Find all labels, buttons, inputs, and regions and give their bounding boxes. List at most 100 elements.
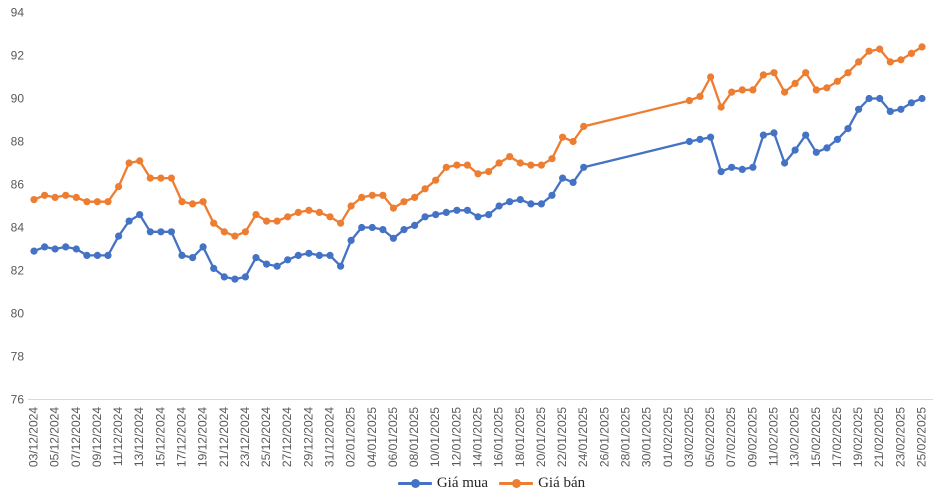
data-point-marker <box>93 251 101 259</box>
data-point-marker <box>389 204 397 212</box>
data-point-marker <box>453 206 461 214</box>
x-tick-label: 03/02/2025 <box>682 407 696 467</box>
x-tick-label: 24/01/2025 <box>576 407 590 467</box>
data-point-marker <box>833 77 842 85</box>
data-point-marker <box>485 168 493 176</box>
data-point-marker <box>189 200 197 208</box>
data-point-marker <box>749 86 757 94</box>
data-point-marker <box>199 243 207 251</box>
data-point-marker <box>125 159 133 167</box>
y-tick-label: 86 <box>11 178 25 192</box>
data-point-marker <box>823 144 831 152</box>
y-tick-label: 76 <box>11 393 25 407</box>
data-point-marker <box>411 193 419 201</box>
x-tick-label: 05/02/2025 <box>703 407 717 467</box>
x-tick-label: 11/02/2025 <box>767 407 781 466</box>
x-tick-label: 23/02/2025 <box>893 407 907 467</box>
data-point-marker <box>284 256 292 264</box>
data-point-marker <box>326 251 334 259</box>
y-tick-label: 78 <box>11 350 25 364</box>
data-point-marker <box>220 273 228 281</box>
data-point-marker <box>812 148 820 156</box>
x-tick-label: 12/01/2025 <box>449 407 463 467</box>
legend-item-gia-ban: Giá bán <box>499 476 585 491</box>
data-point-marker <box>41 243 49 251</box>
data-point-marker <box>527 200 535 208</box>
data-point-marker <box>738 165 746 173</box>
data-point-marker <box>548 191 556 199</box>
data-point-marker <box>252 211 260 219</box>
x-tick-label: 15/12/2024 <box>153 407 167 467</box>
y-tick-label: 92 <box>11 49 25 63</box>
data-point-marker <box>136 211 144 219</box>
data-point-marker <box>728 88 736 96</box>
data-point-marker <box>51 245 59 253</box>
x-tick-label: 19/02/2025 <box>851 407 865 467</box>
data-point-marker <box>178 198 186 206</box>
data-point-marker <box>548 155 556 163</box>
x-tick-label: 01/02/2025 <box>661 407 675 467</box>
x-tick-label: 07/12/2024 <box>69 407 83 467</box>
data-point-marker <box>104 251 112 259</box>
data-point-marker <box>178 251 186 259</box>
data-point-marker <box>210 219 218 227</box>
data-point-marker <box>241 273 249 281</box>
data-point-marker <box>728 163 736 171</box>
data-point-marker <box>506 198 514 206</box>
data-point-marker <box>231 275 239 283</box>
x-tick-label: 07/02/2025 <box>724 407 738 467</box>
data-point-marker <box>485 211 493 219</box>
data-point-marker <box>442 208 450 216</box>
data-point-marker <box>284 213 292 221</box>
x-tick-label: 04/01/2025 <box>365 407 379 467</box>
series-line <box>32 97 924 281</box>
x-tick-label: 05/12/2024 <box>48 407 62 467</box>
data-point-marker <box>907 49 916 58</box>
data-point-marker <box>263 260 271 268</box>
data-point-marker <box>51 193 59 201</box>
data-point-marker <box>876 45 884 53</box>
y-tick-label: 84 <box>11 221 25 235</box>
data-point-marker <box>241 228 249 236</box>
data-point-marker <box>855 58 863 66</box>
data-point-marker <box>717 103 725 111</box>
x-tick-label: 23/12/2024 <box>238 407 252 467</box>
legend-label-gia-ban: Giá bán <box>538 475 586 491</box>
x-tick-label: 21/12/2024 <box>217 407 231 467</box>
x-tick-label: 16/01/2025 <box>492 407 506 467</box>
data-point-marker <box>30 196 38 204</box>
data-point-marker <box>252 254 260 262</box>
data-point-marker <box>696 135 704 143</box>
data-point-marker <box>263 217 271 225</box>
data-point-marker <box>463 206 471 214</box>
data-point-marker <box>231 232 239 240</box>
data-point-marker <box>823 84 831 92</box>
data-point-marker <box>685 97 694 105</box>
x-axis-labels: 03/12/2024 05/12/2024 07/12/2024 09/12/2024… <box>27 407 929 467</box>
series-line <box>32 45 924 238</box>
data-point-marker <box>580 122 588 130</box>
legend-item-gia-mua: Giá mua <box>397 475 489 491</box>
data-point-marker <box>707 73 715 81</box>
data-point-marker <box>83 251 91 259</box>
data-point-marker <box>167 228 175 236</box>
x-tick-label: 15/02/2025 <box>809 407 823 467</box>
data-point-marker <box>389 234 397 242</box>
data-point-marker <box>146 174 154 182</box>
data-point-marker <box>516 196 524 204</box>
data-point-marker <box>918 43 926 51</box>
data-point-marker <box>474 213 482 221</box>
data-point-marker <box>41 191 49 199</box>
data-point-marker <box>115 183 123 191</box>
data-point-marker <box>516 159 524 167</box>
data-point-marker <box>432 211 440 219</box>
data-point-marker <box>72 193 80 201</box>
data-point-marker <box>559 174 567 182</box>
legend-label-gia-mua: Giá mua <box>436 475 489 491</box>
data-point-marker <box>167 174 175 182</box>
data-point-marker <box>189 254 197 262</box>
data-point-marker <box>580 163 588 171</box>
data-point-marker <box>442 163 450 171</box>
data-point-marker <box>368 223 376 232</box>
